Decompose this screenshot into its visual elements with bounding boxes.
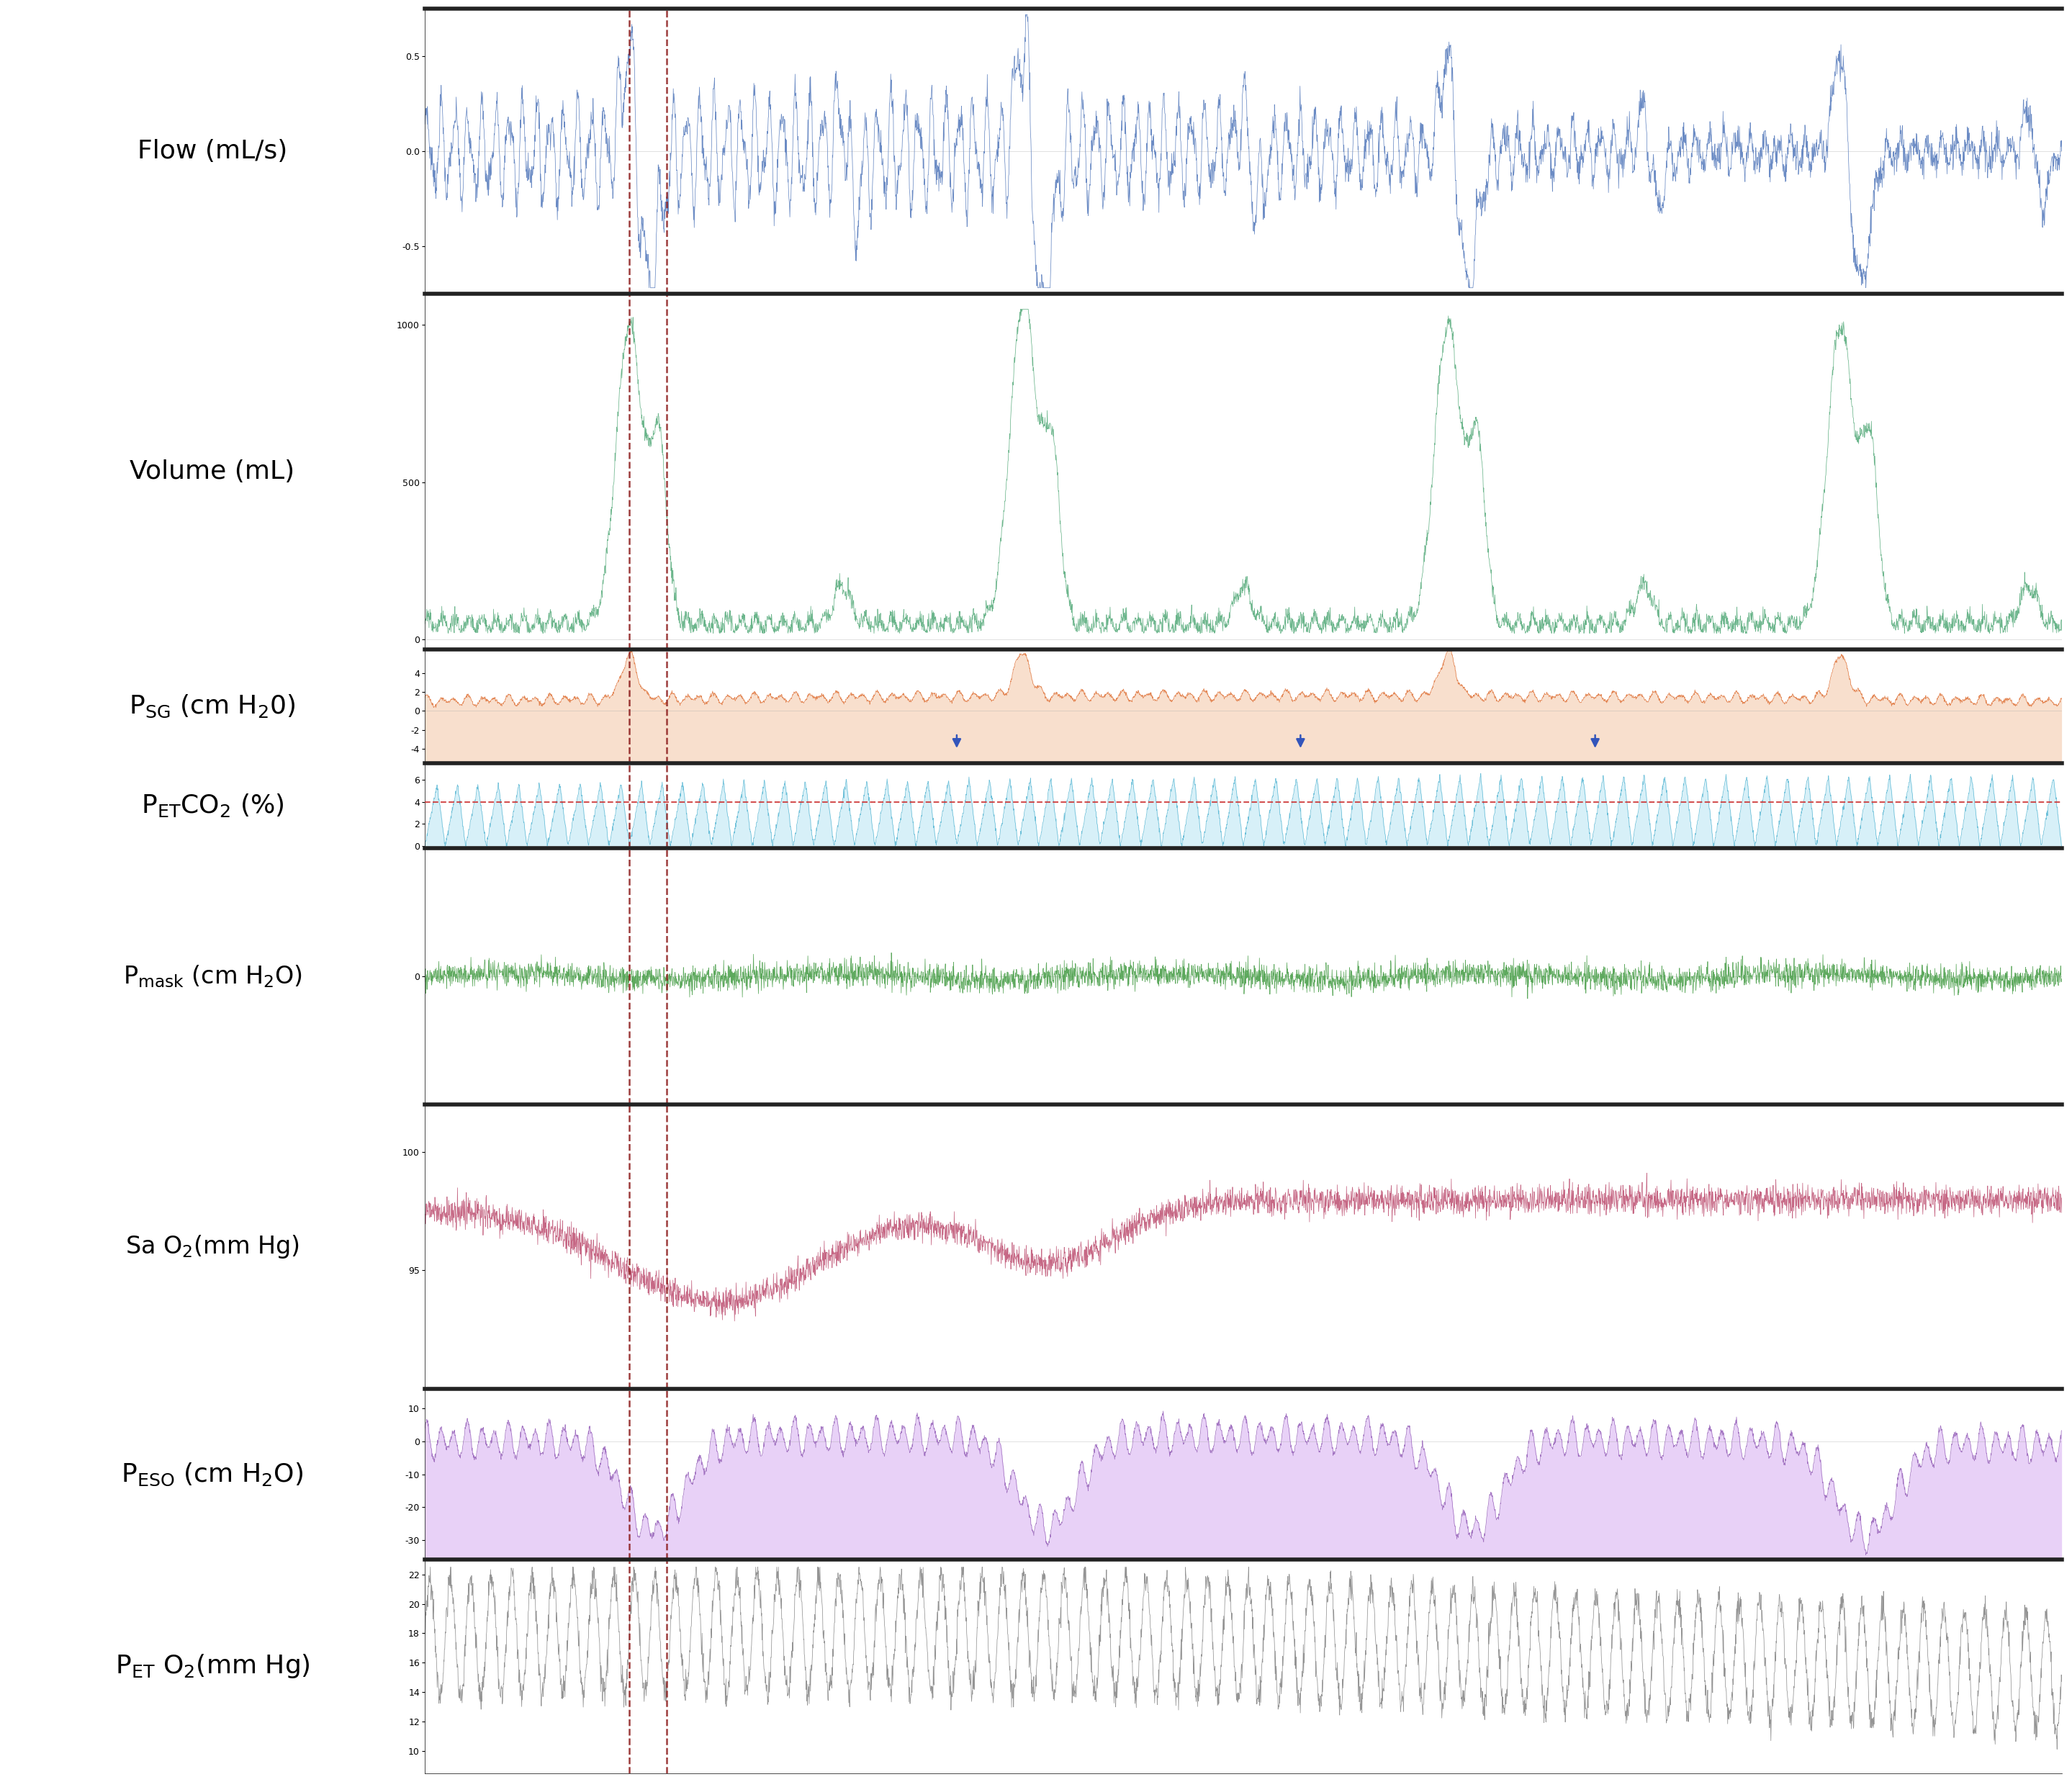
Text: P$_{\mathrm{mask}}$ (cm H$_2$O): P$_{\mathrm{mask}}$ (cm H$_2$O) — [122, 964, 303, 989]
Text: P$_{\mathrm{ET}}$CO$_2$ (%): P$_{\mathrm{ET}}$CO$_2$ (%) — [141, 793, 284, 820]
Text: Flow (mL/s): Flow (mL/s) — [137, 139, 288, 164]
Text: P$_{\mathrm{SG}}$ (cm H$_2$0): P$_{\mathrm{SG}}$ (cm H$_2$0) — [128, 693, 296, 720]
Text: Sa O$_2$(mm Hg): Sa O$_2$(mm Hg) — [124, 1233, 300, 1260]
Text: P$_{\mathrm{ET}}$ O$_2$(mm Hg): P$_{\mathrm{ET}}$ O$_2$(mm Hg) — [114, 1652, 311, 1680]
Text: P$_{\mathrm{ESO}}$ (cm H$_2$O): P$_{\mathrm{ESO}}$ (cm H$_2$O) — [122, 1461, 303, 1488]
Text: Volume (mL): Volume (mL) — [131, 460, 294, 483]
